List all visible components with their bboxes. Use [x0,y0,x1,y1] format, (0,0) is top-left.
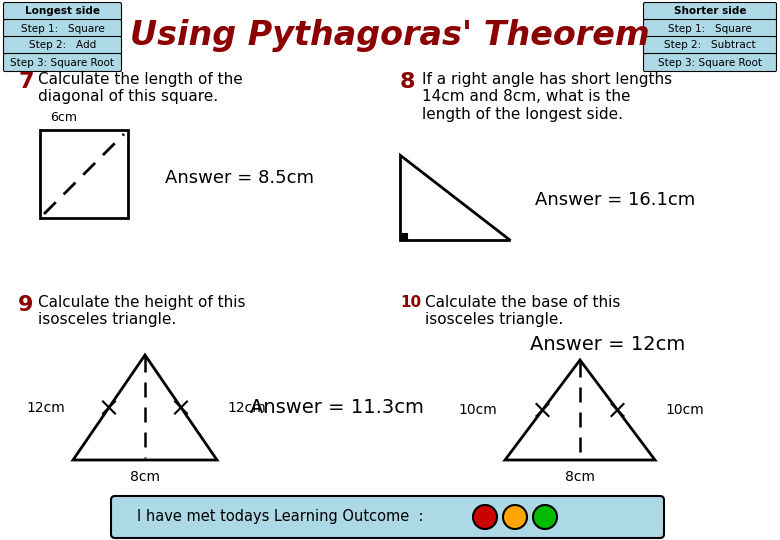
Polygon shape [505,360,655,460]
Text: Shorter side: Shorter side [674,6,746,17]
Polygon shape [73,355,217,460]
FancyBboxPatch shape [3,19,122,37]
Text: Answer = 8.5cm: Answer = 8.5cm [165,169,314,187]
Text: Step 3: Square Root: Step 3: Square Root [10,57,115,68]
Text: Answer = 16.1cm: Answer = 16.1cm [535,191,695,209]
Text: Step 3: Square Root: Step 3: Square Root [658,57,762,68]
Text: Calculate the base of this
isosceles triangle.: Calculate the base of this isosceles tri… [425,295,620,327]
Text: Longest side: Longest side [25,6,100,17]
FancyBboxPatch shape [3,37,122,55]
Circle shape [533,505,557,529]
Text: Calculate the height of this
isosceles triangle.: Calculate the height of this isosceles t… [38,295,246,327]
FancyBboxPatch shape [644,53,777,71]
Text: Answer = 12cm: Answer = 12cm [530,335,686,354]
Text: 9: 9 [18,295,34,315]
Text: Step 1:   Square: Step 1: Square [20,24,105,33]
Text: 6cm: 6cm [50,111,77,124]
FancyBboxPatch shape [644,3,777,21]
Text: 10: 10 [400,295,421,310]
Text: 8: 8 [400,72,416,92]
Circle shape [473,505,497,529]
Text: 12cm: 12cm [27,401,65,415]
Text: Using Pythagoras' Theorem: Using Pythagoras' Theorem [130,18,650,51]
Text: 10cm: 10cm [459,403,497,417]
Bar [40,130,128,218]
FancyBboxPatch shape [3,3,122,21]
FancyBboxPatch shape [3,53,122,71]
Circle shape [503,505,527,529]
FancyBboxPatch shape [644,19,777,37]
Text: 12cm: 12cm [227,401,266,415]
Text: 8cm: 8cm [130,470,160,484]
Bar [400,233,407,240]
Text: If a right angle has short lengths
14cm and 8cm, what is the
length of the longe: If a right angle has short lengths 14cm … [422,72,672,122]
Text: 8cm: 8cm [565,470,595,484]
Text: Step 2:   Subtract: Step 2: Subtract [665,40,756,51]
FancyBboxPatch shape [644,37,777,55]
Text: 7: 7 [18,72,34,92]
Text: Step 2:   Add: Step 2: Add [29,40,96,51]
Text: 10cm: 10cm [665,403,704,417]
Text: Calculate the length of the
diagonal of this square.: Calculate the length of the diagonal of … [38,72,243,104]
Text: Answer = 11.3cm: Answer = 11.3cm [250,398,424,417]
FancyBboxPatch shape [111,496,664,538]
Text: Step 1:   Square: Step 1: Square [668,24,752,33]
Polygon shape [400,155,510,240]
Text: I have met todays Learning Outcome  :: I have met todays Learning Outcome : [137,510,424,524]
